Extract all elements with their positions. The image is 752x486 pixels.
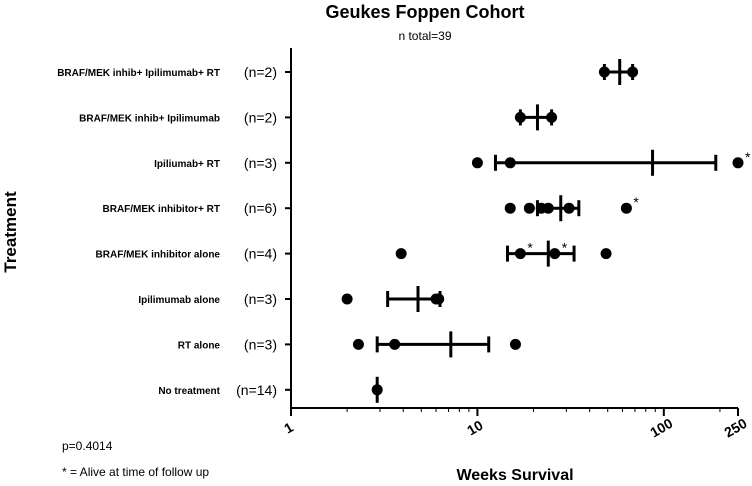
category-n-label: (n=3) bbox=[244, 155, 277, 171]
category-label: RT alone bbox=[178, 340, 221, 351]
category-n-label: (n=6) bbox=[244, 200, 277, 216]
data-point bbox=[600, 248, 612, 260]
data-point bbox=[627, 66, 639, 78]
data-point bbox=[514, 111, 526, 123]
data-point bbox=[504, 202, 516, 214]
data-point bbox=[509, 338, 521, 350]
data-point bbox=[549, 248, 561, 260]
data-point bbox=[389, 338, 401, 350]
alive-footnote: * = Alive at time of follow up bbox=[62, 465, 209, 479]
category-n-label: (n=4) bbox=[244, 246, 277, 262]
category-label: BRAF/MEK inhibitor+ RT bbox=[103, 204, 221, 215]
data-point bbox=[523, 202, 535, 214]
data-point bbox=[504, 157, 516, 169]
category-n-label: (n=2) bbox=[244, 64, 277, 80]
data-point bbox=[542, 202, 554, 214]
data-point bbox=[341, 293, 353, 305]
data-point bbox=[514, 248, 526, 260]
data-point bbox=[563, 202, 575, 214]
data-point bbox=[546, 111, 558, 123]
data-point bbox=[433, 293, 445, 305]
x-tick-label: 1 bbox=[281, 419, 296, 437]
category-label: BRAF/MEK inhib+ Ipilimumab bbox=[79, 113, 220, 124]
category-label: BRAF/MEK inhibitor alone bbox=[96, 250, 221, 261]
p-value-note: p=0.4014 bbox=[62, 439, 113, 453]
data-point bbox=[732, 157, 744, 169]
data-point bbox=[395, 248, 407, 260]
category-label: No treatment bbox=[158, 386, 220, 397]
category-n-label: (n=14) bbox=[236, 382, 277, 398]
x-tick-label: 10 bbox=[464, 417, 486, 439]
alive-marker: * bbox=[527, 240, 533, 256]
y-axis-label: Treatment bbox=[1, 191, 20, 273]
category-label: Ipiliumab+ RT bbox=[154, 159, 220, 170]
x-tick-label: 250 bbox=[721, 415, 749, 441]
category-n-label: (n=2) bbox=[244, 109, 277, 125]
alive-marker: * bbox=[745, 149, 751, 165]
category-n-label: (n=3) bbox=[244, 336, 277, 352]
x-axis-label: Weeks Survival bbox=[456, 467, 573, 484]
data-point bbox=[471, 157, 483, 169]
category-label: Ipilimumab alone bbox=[138, 295, 220, 306]
data-point bbox=[352, 338, 364, 350]
category-n-label: (n=3) bbox=[244, 291, 277, 307]
alive-marker: * bbox=[633, 194, 639, 210]
x-tick-label: 100 bbox=[647, 415, 675, 441]
data-point bbox=[620, 202, 632, 214]
plot-area: 1 10 100 250 BRAF/MEK inhib+ Ipilimumab+ RT (… bbox=[57, 48, 751, 440]
alive-marker: * bbox=[562, 240, 568, 256]
data-point bbox=[371, 384, 383, 396]
data-point bbox=[598, 66, 610, 78]
category-label: BRAF/MEK inhib+ Ipilimumab+ RT bbox=[57, 68, 220, 79]
chart-title: Geukes Foppen Cohort bbox=[325, 2, 524, 22]
chart-subtitle: n total=39 bbox=[398, 29, 451, 43]
